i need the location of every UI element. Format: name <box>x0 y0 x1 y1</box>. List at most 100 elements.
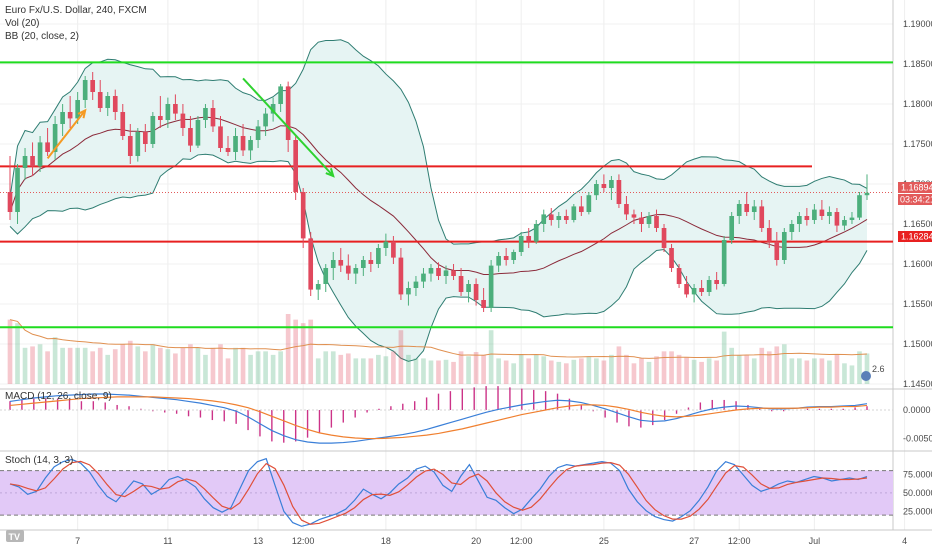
candle-body <box>842 220 847 226</box>
candle-body <box>586 195 592 212</box>
candle-body <box>240 136 246 151</box>
macd-tick-label: 0.0000 <box>903 405 931 415</box>
candle-body <box>353 268 359 274</box>
candle-body <box>15 168 20 212</box>
candle-body <box>195 120 201 146</box>
stoch-tick-label: 25.0000 <box>903 506 932 516</box>
volume-bar <box>654 356 659 384</box>
candle-body <box>218 126 223 148</box>
volume-bar <box>646 361 652 384</box>
volume-bar <box>526 358 532 384</box>
candle-body <box>45 142 50 152</box>
candle-body <box>781 232 787 260</box>
volume-bar <box>857 351 862 384</box>
volume-bar <box>368 358 374 384</box>
candle-body <box>376 248 381 264</box>
last-price-tag-bg <box>898 182 932 193</box>
volume-bar <box>218 344 223 384</box>
time-tick-label: Jul <box>809 536 821 546</box>
volume-bar <box>300 323 306 384</box>
candle-body <box>594 184 599 196</box>
volume-bar <box>473 352 479 384</box>
candle-body <box>812 209 817 220</box>
candle-body <box>736 204 742 216</box>
volume-bar <box>398 330 404 384</box>
volume-bar <box>774 346 780 384</box>
volume-bar <box>759 347 765 384</box>
volume-bar <box>255 351 261 384</box>
volume-legend: Vol (20) <box>5 18 39 29</box>
volume-bar <box>579 358 584 384</box>
volume-bar <box>180 347 186 384</box>
volume-bar <box>699 361 704 384</box>
candle-body <box>293 140 298 192</box>
candle-body <box>368 260 374 264</box>
bollinger-upper <box>9 39 868 245</box>
volume-bar <box>105 354 111 384</box>
stoch-d-line <box>9 460 868 525</box>
volume-bar <box>481 354 486 384</box>
candle-body <box>60 112 65 124</box>
candle-body <box>150 116 156 144</box>
candle-body <box>676 268 682 284</box>
volume-bar <box>436 360 441 384</box>
volume-bar <box>443 359 449 384</box>
volume-bar <box>797 358 802 384</box>
candle-body <box>127 136 133 156</box>
volume-bar <box>413 358 419 384</box>
candle-body <box>120 112 126 136</box>
volume-bar <box>383 356 389 384</box>
volume-bar <box>330 351 336 384</box>
candle-body <box>699 288 704 292</box>
candle-body <box>285 86 291 140</box>
volume-bar <box>45 351 50 384</box>
macd-panel <box>0 386 893 444</box>
candle-body <box>827 212 832 216</box>
time-tick-label: 25 <box>599 536 609 546</box>
flag-icon[interactable] <box>861 371 871 381</box>
candle-body <box>135 132 141 156</box>
candle-body <box>473 284 479 300</box>
volume-bar <box>406 354 411 384</box>
time-tick-label: 11 <box>163 536 172 546</box>
candle-body <box>691 288 697 295</box>
volume-bar <box>518 354 524 384</box>
volume-bar <box>293 319 298 384</box>
stoch-tick-label: 50.0000 <box>903 488 932 498</box>
volume-bar <box>67 347 73 384</box>
candle-body <box>413 281 419 288</box>
last-price-tag: 1.16894 <box>901 183 932 193</box>
time-tick-label: 12:00 <box>728 536 751 546</box>
candle-body <box>556 216 562 220</box>
volume-bar <box>744 354 750 384</box>
volume-bar <box>594 358 599 384</box>
axes: 1.145001.150001.155001.160001.165001.170… <box>75 19 932 546</box>
volume-bar <box>52 337 58 384</box>
candle-body <box>684 284 689 295</box>
time-tick-label: 12:00 <box>510 536 533 546</box>
tradingview-logo: TV <box>6 530 24 542</box>
horizontal-levels <box>0 61 893 329</box>
stoch-panel <box>0 457 893 527</box>
stoch-legend: Stoch (14, 3, 3) <box>5 455 73 466</box>
candle-body <box>511 252 517 260</box>
macd-signal-line <box>9 396 868 440</box>
candle-body <box>203 108 208 120</box>
volume-bar <box>345 353 351 384</box>
volume-bar <box>7 319 13 384</box>
volume-ma <box>9 319 868 359</box>
candle-body <box>639 217 644 224</box>
volume-bar <box>338 354 344 384</box>
candle-body <box>458 276 464 292</box>
volume-bar <box>278 351 283 384</box>
candle-body <box>112 96 118 112</box>
price-tick-label: 1.16000 <box>903 259 932 269</box>
volume-bar <box>323 351 329 384</box>
volume-bar <box>684 356 689 384</box>
candle-body <box>180 113 186 128</box>
candle-body <box>406 288 411 295</box>
volume-bar <box>563 363 569 384</box>
